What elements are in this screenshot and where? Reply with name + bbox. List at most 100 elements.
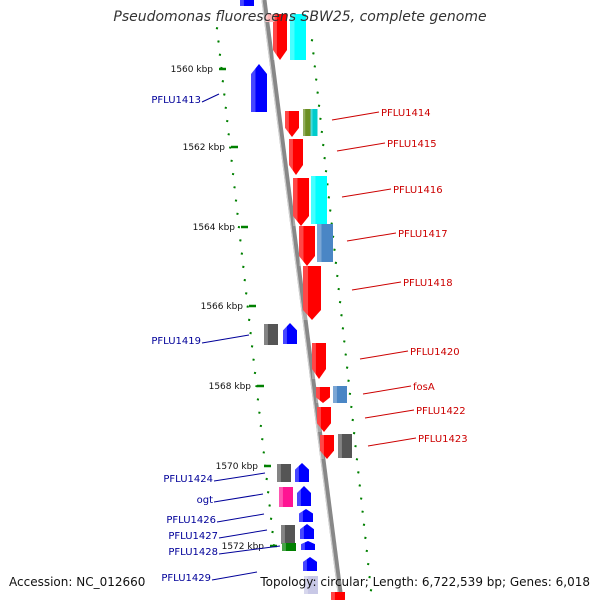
gene-leader-line <box>213 472 266 482</box>
guide-dot <box>323 156 326 160</box>
guide-dot <box>366 562 370 566</box>
gene-box[interactable] <box>264 324 278 345</box>
scale-track <box>215 27 373 592</box>
gene-arrow[interactable] <box>299 509 313 522</box>
scale-tick-dot <box>230 159 233 163</box>
gene-arrow[interactable] <box>301 541 315 550</box>
scale-label: 1568 kbp <box>209 382 252 392</box>
gene-box[interactable] <box>333 386 347 403</box>
gene-label-forward[interactable]: PFLU1414 <box>381 108 431 119</box>
scale-tick-dot <box>256 398 260 401</box>
gene-arrow[interactable] <box>289 139 303 175</box>
guide-dot <box>352 431 356 435</box>
gene-box[interactable] <box>310 109 318 136</box>
gene-label-forward[interactable]: PFLU1418 <box>403 278 453 289</box>
gene-label-reverse[interactable]: PFLU1426 <box>166 515 216 526</box>
gene-leader-line <box>367 437 417 447</box>
gene-label-reverse[interactable]: PFLU1424 <box>163 474 213 485</box>
guide-dot <box>316 91 319 94</box>
gene-box[interactable] <box>265 14 275 22</box>
guide-dot <box>355 458 359 461</box>
gene-box[interactable] <box>290 14 306 60</box>
gene-label-reverse[interactable]: PFLU1428 <box>168 547 218 558</box>
gene-leader-line <box>359 350 409 360</box>
gene-label-forward[interactable]: PFLU1422 <box>416 406 466 417</box>
guide-dot <box>336 274 339 278</box>
gene-label-forward[interactable]: PFLU1417 <box>398 229 448 240</box>
gene-arrow[interactable] <box>312 343 326 379</box>
gene-leader-line <box>341 188 392 198</box>
gene-arrow[interactable] <box>303 266 321 320</box>
gene-arrow[interactable] <box>299 226 315 266</box>
gene-arrow[interactable] <box>317 407 331 432</box>
gene-box[interactable] <box>277 464 291 482</box>
gene-label-forward[interactable]: PFLU1416 <box>393 185 443 196</box>
gene-box[interactable] <box>282 543 296 551</box>
guide-dot <box>341 327 345 330</box>
gene-arrow[interactable] <box>295 463 309 482</box>
gene-leader-line <box>336 142 386 152</box>
guide-dot <box>334 261 338 265</box>
gene-arrow[interactable] <box>303 557 317 571</box>
scale-tick-dot <box>249 331 252 335</box>
guide-dot <box>365 549 369 553</box>
gene-arrow[interactable] <box>273 14 287 60</box>
gene-leader-line <box>211 571 258 581</box>
gene-leader-line <box>213 493 264 503</box>
gene-arrow[interactable] <box>300 524 314 539</box>
scale-tick-dot <box>223 93 226 96</box>
scale-tick-dot <box>215 27 219 30</box>
gene-label-reverse[interactable]: PFLU1429 <box>161 573 211 584</box>
gene-label-forward[interactable]: PFLU1420 <box>410 347 460 358</box>
scale-tick-dot <box>252 358 255 361</box>
gene-arrow[interactable] <box>316 387 330 403</box>
gene-labels: PFLU1414 PFLU1415 PFLU1416 PFLU1417 PFLU1418… <box>151 93 468 584</box>
gene-label-reverse[interactable]: PFLU1427 <box>168 531 218 542</box>
gene-box[interactable] <box>279 487 293 507</box>
gene-arrow[interactable] <box>285 111 299 137</box>
scale-tick-dot <box>242 265 245 269</box>
gene-arrow[interactable] <box>320 435 334 459</box>
gene-arrow[interactable] <box>293 178 309 226</box>
gene-label-reverse[interactable]: PFLU1413 <box>151 95 201 106</box>
guide-dot <box>337 287 340 291</box>
scale-tick-dot <box>268 504 271 507</box>
gene-label-reverse[interactable]: ogt <box>197 495 213 506</box>
scale-label: 1562 kbp <box>183 143 226 153</box>
scale-tick-dot <box>244 292 248 295</box>
map-title: Pseudomonas fluorescens SBW25, complete … <box>113 9 487 25</box>
guide-dot <box>310 39 314 42</box>
gene-box[interactable] <box>304 576 318 594</box>
gene-arrow[interactable] <box>331 592 345 600</box>
guide-dot <box>343 340 346 343</box>
gene-arrow[interactable] <box>283 323 297 344</box>
guide-dot <box>314 78 318 81</box>
guide-dot <box>348 392 352 396</box>
gene-box[interactable] <box>338 434 352 458</box>
scale-tick-dot <box>228 146 232 149</box>
guide-dot <box>321 143 325 147</box>
scale-tick-dot <box>240 252 244 255</box>
gene-box[interactable] <box>317 224 333 262</box>
gene-label-forward[interactable]: PFLU1415 <box>387 139 437 150</box>
scale-tick-dot <box>237 225 241 229</box>
gene-label-forward[interactable]: PFLU1423 <box>418 434 468 445</box>
guide-dot <box>340 314 343 317</box>
guide-dot <box>345 366 349 369</box>
accession-text: Accession: NC_012660 <box>9 575 146 589</box>
gene-label-reverse[interactable]: PFLU1419 <box>151 336 201 347</box>
scale-tick-dot <box>253 371 257 375</box>
gene-arrow[interactable] <box>251 64 267 112</box>
gene-box[interactable] <box>281 525 295 544</box>
gene-label-forward[interactable]: fosA <box>413 382 435 393</box>
gene-box[interactable] <box>240 0 254 6</box>
gene-arrow[interactable] <box>297 486 311 506</box>
scale-tick-dot <box>262 451 266 454</box>
guide-dot <box>344 353 347 356</box>
guide-dot <box>357 471 360 474</box>
guide-dot <box>338 300 342 304</box>
gene-box[interactable] <box>311 176 327 224</box>
guide-dot <box>317 104 321 107</box>
gene-box[interactable] <box>303 109 311 136</box>
